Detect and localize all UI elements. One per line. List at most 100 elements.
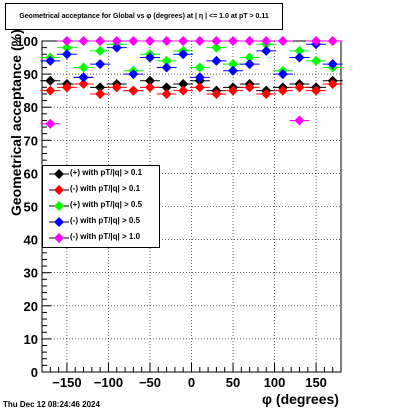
x-tick-label: 50 xyxy=(226,375,240,390)
data-point xyxy=(78,79,89,90)
data-point xyxy=(178,79,189,90)
data-point xyxy=(178,36,189,46)
data-point xyxy=(211,42,222,53)
data-point xyxy=(45,55,56,66)
data-point xyxy=(261,45,272,56)
data-point xyxy=(144,75,155,86)
x-tick-label: −50 xyxy=(139,375,161,390)
data-point xyxy=(211,88,222,99)
data-point xyxy=(211,36,222,46)
y-tick-label: 0 xyxy=(31,365,38,380)
data-point xyxy=(144,82,155,93)
data-point xyxy=(194,62,205,73)
data-point xyxy=(78,36,89,46)
data-point xyxy=(228,59,239,70)
legend-label: (+) with pT/|q| > 0.1 xyxy=(70,168,143,177)
data-point xyxy=(311,36,322,46)
data-point xyxy=(111,42,122,53)
data-point xyxy=(194,72,205,83)
data-series xyxy=(40,36,343,129)
y-tick-label: 20 xyxy=(24,299,38,314)
data-point xyxy=(277,85,288,96)
data-point xyxy=(128,36,139,46)
data-point xyxy=(95,45,106,56)
data-point xyxy=(95,82,106,93)
y-tick-label: 70 xyxy=(24,133,38,148)
y-tick-label: 10 xyxy=(24,332,38,347)
data-point xyxy=(95,88,106,99)
data-point xyxy=(178,49,189,60)
data-point xyxy=(161,62,172,73)
data-point xyxy=(161,82,172,93)
data-point xyxy=(45,75,56,86)
legend-label: (-) with pT/|q| > 0.5 xyxy=(70,216,141,225)
timestamp-footer: Thu Dec 12 08:24:46 2024 xyxy=(3,400,100,409)
legend-marker-icon xyxy=(49,217,69,227)
chart-title: Geometrical acceptance for Global vs φ (… xyxy=(5,3,283,30)
data-point xyxy=(228,36,239,46)
data-point xyxy=(161,55,172,66)
legend-entry: (+) with pT/|q| > 0.5 xyxy=(43,198,159,214)
data-point xyxy=(144,52,155,63)
legend-label: (-) with pT/|q| > 0.1 xyxy=(70,184,141,193)
legend-entry: (-) with pT/|q| > 0.5 xyxy=(43,214,159,230)
data-point xyxy=(178,85,189,96)
y-tick-label: 90 xyxy=(24,67,38,82)
data-point xyxy=(61,36,72,46)
data-point xyxy=(261,36,272,46)
data-point xyxy=(194,36,205,46)
data-point xyxy=(311,55,322,66)
legend-marker-icon xyxy=(49,185,69,195)
data-point xyxy=(244,59,255,70)
data-point xyxy=(111,82,122,93)
x-tick-label: −150 xyxy=(52,375,81,390)
data-point xyxy=(244,82,255,93)
data-point xyxy=(311,85,322,96)
data-point xyxy=(194,82,205,93)
data-point xyxy=(294,82,305,93)
legend-marker-icon xyxy=(49,201,69,211)
series-layer xyxy=(40,36,343,129)
legend: (+) with pT/|q| > 0.1 (-) with pT/|q| > … xyxy=(42,165,160,248)
x-tick-label: 0 xyxy=(188,375,195,390)
data-point xyxy=(161,36,172,46)
data-point xyxy=(277,36,288,46)
data-point xyxy=(211,55,222,66)
data-point xyxy=(128,85,139,96)
y-tick-label: 80 xyxy=(24,100,38,115)
data-point xyxy=(128,69,139,80)
data-point xyxy=(61,42,72,53)
legend-label: (+) with pT/|q| > 0.5 xyxy=(70,200,143,209)
data-point xyxy=(144,36,155,46)
data-point xyxy=(61,82,72,93)
data-point xyxy=(294,52,305,63)
data-point xyxy=(161,88,172,99)
y-tick-label: 30 xyxy=(24,266,38,281)
chart-title-text: Geometrical acceptance for Global vs φ (… xyxy=(19,13,269,20)
x-tick-label: 150 xyxy=(305,375,327,390)
data-point xyxy=(327,59,338,70)
legend-label: (-) with pT/|q| > 1.0 xyxy=(70,232,141,241)
legend-marker-icon xyxy=(49,233,69,243)
data-point xyxy=(244,52,255,63)
legend-marker-icon xyxy=(49,169,69,179)
data-point xyxy=(45,85,56,96)
y-tick-label: 100 xyxy=(16,34,38,49)
data-point xyxy=(294,45,305,56)
data-point xyxy=(45,118,56,129)
legend-entry: (-) with pT/|q| > 0.1 xyxy=(43,182,159,198)
y-tick-label: 60 xyxy=(24,166,38,181)
data-point xyxy=(277,69,288,80)
x-tick-label: 100 xyxy=(264,375,286,390)
y-tick-label: 50 xyxy=(24,200,38,215)
data-point xyxy=(78,72,89,83)
data-point xyxy=(78,62,89,73)
data-point xyxy=(95,36,106,46)
y-tick-label: 40 xyxy=(24,233,38,248)
y-axis-label: Geometrical acceptance (%) xyxy=(8,29,24,216)
legend-entry: (-) with pT/|q| > 1.0 xyxy=(43,230,159,246)
data-point xyxy=(228,65,239,76)
data-point xyxy=(261,88,272,99)
data-series xyxy=(40,79,343,99)
